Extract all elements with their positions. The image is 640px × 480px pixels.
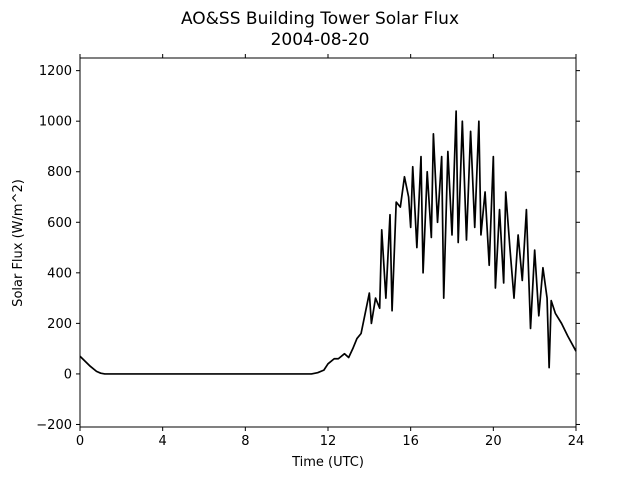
y-tick-label: 600 — [47, 216, 72, 231]
data-line — [79, 110, 577, 375]
x-tick-label: 4 — [159, 434, 167, 449]
chart-title: AO&SS Building Tower Solar Flux — [181, 9, 459, 29]
x-tick-label: 20 — [485, 434, 502, 449]
plot-frame — [79, 57, 577, 428]
y-tick-label: 800 — [47, 165, 72, 180]
x-tick-label: 16 — [402, 434, 419, 449]
x-tick-label: 8 — [241, 434, 249, 449]
x-axis-label: Time (UTC) — [291, 455, 364, 470]
x-tick-label: 24 — [568, 434, 585, 449]
y-axis-label: Solar Flux (W/m^2) — [11, 179, 26, 307]
x-tick-label: 12 — [320, 434, 337, 449]
y-tick-label: 400 — [47, 266, 72, 281]
y-tick-label: 0 — [64, 367, 72, 382]
y-tick-label: 200 — [47, 317, 72, 332]
y-tick-label: 1000 — [39, 115, 72, 130]
chart-subtitle: 2004-08-20 — [271, 30, 370, 50]
x-tick-label: 0 — [76, 434, 84, 449]
y-tick-label: −200 — [36, 418, 72, 433]
y-tick-label: 1200 — [39, 64, 72, 79]
